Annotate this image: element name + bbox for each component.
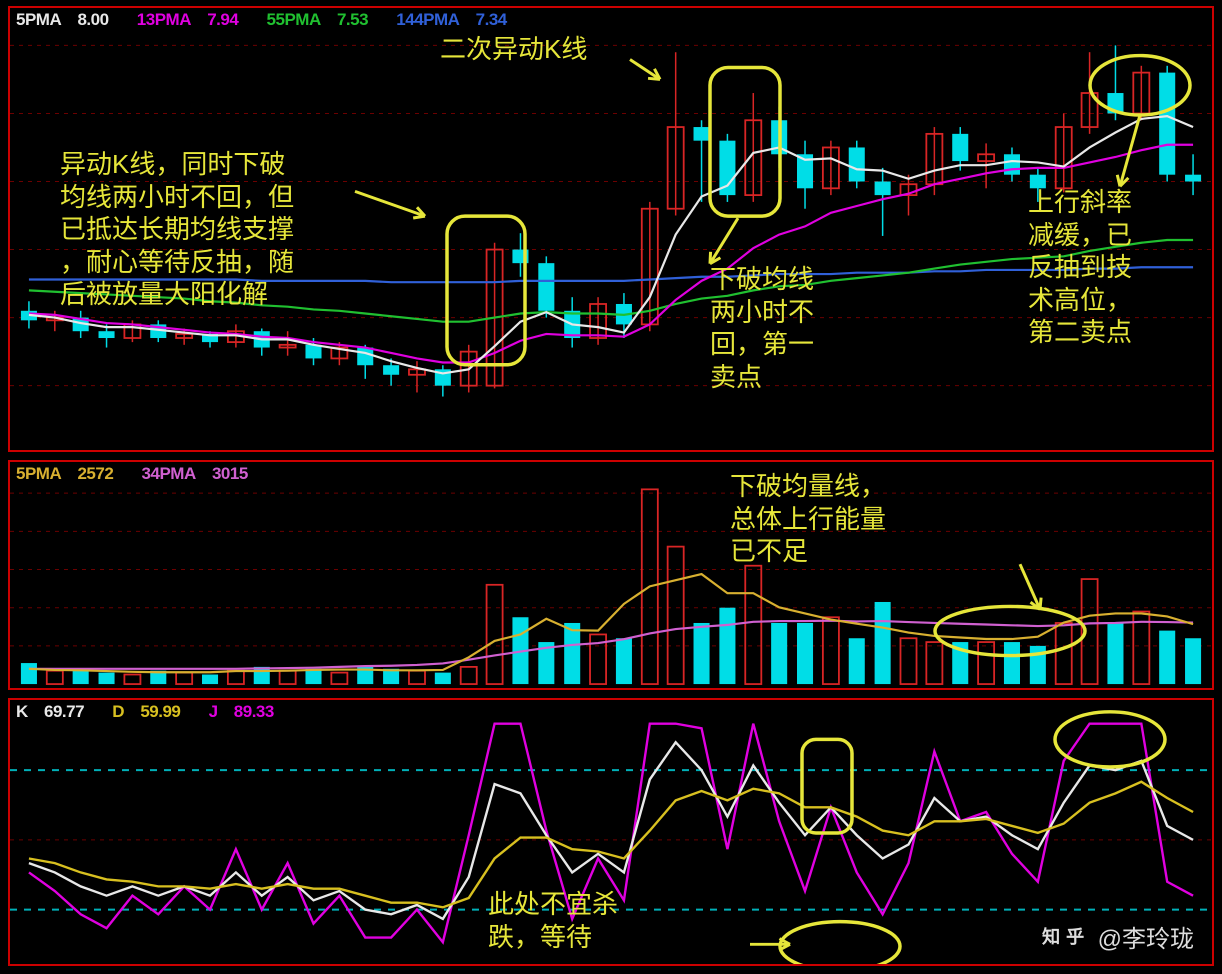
k-legend: K 69.77 [16,702,96,721]
annot-volume: 下破均量线， 总体上行能量 已不足 [730,470,886,568]
volume-panel: 5PMA 2572 34PMA 3015 下破均量线， 总体上行能量 已不足 [8,460,1214,690]
candle-legend: 5PMA 8.00 13PMA 7.94 55PMA 7.53 144PMA 7… [16,10,531,30]
volume-plot [10,462,1212,688]
ma5-legend: 5PMA 8.00 [16,10,121,29]
watermark: 知乎 @李玲珑 [1042,919,1194,954]
kdj-legend: K 69.77 D 59.99 J 89.33 [16,702,298,722]
d-legend: D 59.99 [112,702,192,721]
j-legend: J 89.33 [209,702,286,721]
vol-ma5-legend: 5PMA 2572 [16,464,125,483]
svg-text:知: 知 [1042,926,1060,947]
annot-candle-right: 上行斜率 减缓，已 反抽到技 术高位， 第二卖点 [1028,186,1132,349]
kdj-panel: K 69.77 D 59.99 J 89.33 此处不宜杀 跌，等待 知乎 @李… [8,698,1214,966]
annot-kdj: 此处不宜杀 跌，等待 [488,888,618,953]
volume-legend: 5PMA 2572 34PMA 3015 [16,464,272,484]
annot-candle-left: 异动K线，同时下破 均线两小时不回，但 已抵达长期均线支撑 ，耐心等待反抽，随 … [60,148,294,311]
svg-text:乎: 乎 [1066,926,1084,947]
vol-ma34-legend: 34PMA 3015 [142,464,260,483]
ma13-legend: 13PMA 7.94 [137,10,251,29]
annot-candle-top: 二次异动K线 [440,33,587,66]
zhihu-icon: 知乎 [1042,925,1090,949]
ma144-legend: 144PMA 7.34 [396,10,518,29]
candlestick-panel: 5PMA 8.00 13PMA 7.94 55PMA 7.53 144PMA 7… [8,6,1214,452]
ma55-legend: 55PMA 7.53 [267,10,381,29]
annot-candle-mid: 下破均线 两小时不 回，第一 卖点 [710,263,814,393]
